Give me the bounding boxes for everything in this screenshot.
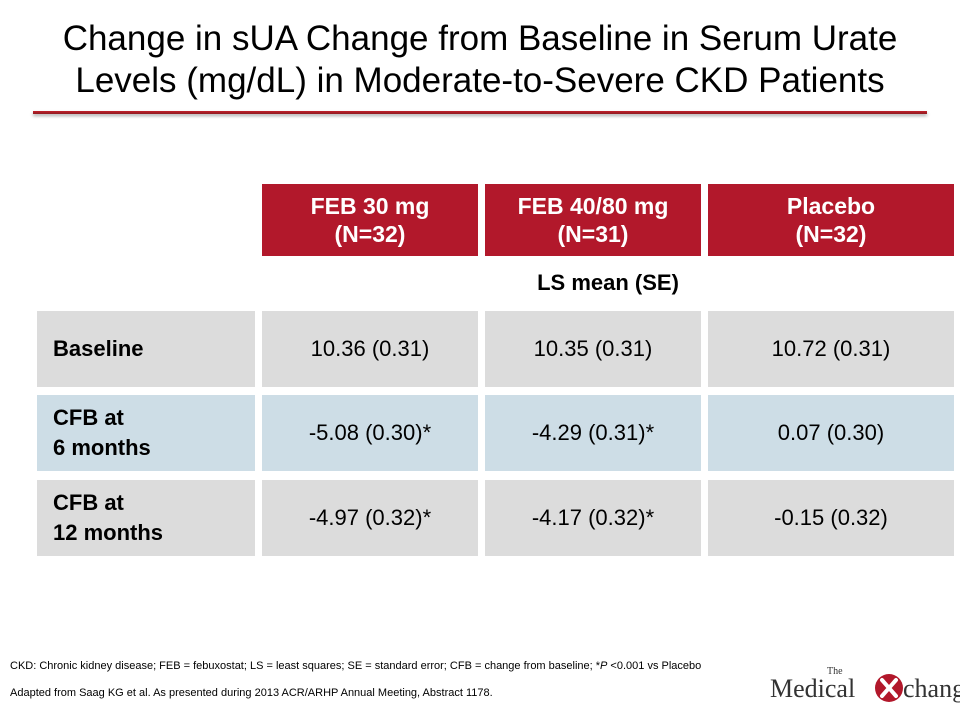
column-header-name: FEB 40/80 mg xyxy=(517,193,669,219)
column-header-feb-30: FEB 30 mg (N=32) xyxy=(262,184,478,256)
row-label-line-1: CFB at xyxy=(53,405,124,430)
column-header-feb-40-80: FEB 40/80 mg (N=31) xyxy=(485,184,701,256)
row-label-line-1: Baseline xyxy=(53,336,144,361)
row-label-line-1: CFB at xyxy=(53,490,124,515)
table-cell: 10.36 (0.31) xyxy=(262,311,478,387)
slide-title-line-2: Levels (mg/dL) in Moderate-to-Severe CKD… xyxy=(75,61,885,100)
title-divider xyxy=(33,111,927,114)
logo-the-text: The xyxy=(827,666,843,677)
source-footnote: Adapted from Saag KG et al. As presented… xyxy=(10,687,493,699)
table-cell: 10.72 (0.31) xyxy=(708,311,954,387)
logo-change-text: change xyxy=(903,674,960,703)
table-cell: 0.07 (0.30) xyxy=(708,395,954,471)
column-header-n: (N=31) xyxy=(557,221,629,247)
row-label-baseline: Baseline xyxy=(37,311,255,387)
logo-x-mark-icon xyxy=(875,674,903,702)
table-cell: -4.97 (0.32)* xyxy=(262,480,478,556)
table-cell: -5.08 (0.30)* xyxy=(262,395,478,471)
p-value-italic: P xyxy=(600,660,608,672)
abbreviations-tail: <0.001 vs Placebo xyxy=(607,660,702,672)
table-cell: -4.17 (0.32)* xyxy=(485,480,701,556)
logo-medical-text: Medical xyxy=(770,674,856,703)
table-cell: -0.15 (0.32) xyxy=(708,480,954,556)
column-header-placebo: Placebo (N=32) xyxy=(708,184,954,256)
slide-title-line-1: Change in sUA Change from Baseline in Se… xyxy=(62,19,898,58)
column-header-n: (N=32) xyxy=(795,221,867,247)
abbreviations-footnote: CKD: Chronic kidney disease; FEB = febux… xyxy=(10,660,701,672)
table-cell: -4.29 (0.31)* xyxy=(485,395,701,471)
column-header-n: (N=32) xyxy=(334,221,406,247)
medical-xchange-logo: The Medical change xyxy=(770,666,960,710)
table-cell: 10.35 (0.31) xyxy=(485,311,701,387)
row-label-line-2: 6 months xyxy=(53,435,151,460)
column-header-name: FEB 30 mg xyxy=(310,193,430,219)
row-label-line-2: 12 months xyxy=(53,520,164,545)
abbreviations-text: CKD: Chronic kidney disease; FEB = febux… xyxy=(10,660,601,672)
slide-title: Change in sUA Change from Baseline in Se… xyxy=(0,18,960,102)
column-header-name: Placebo xyxy=(786,193,876,219)
row-label-cfb-6-months: CFB at 6 months xyxy=(37,395,255,471)
ls-mean-subheader: LS mean (SE) xyxy=(537,270,679,295)
row-label-cfb-12-months: CFB at 12 months xyxy=(37,480,255,556)
